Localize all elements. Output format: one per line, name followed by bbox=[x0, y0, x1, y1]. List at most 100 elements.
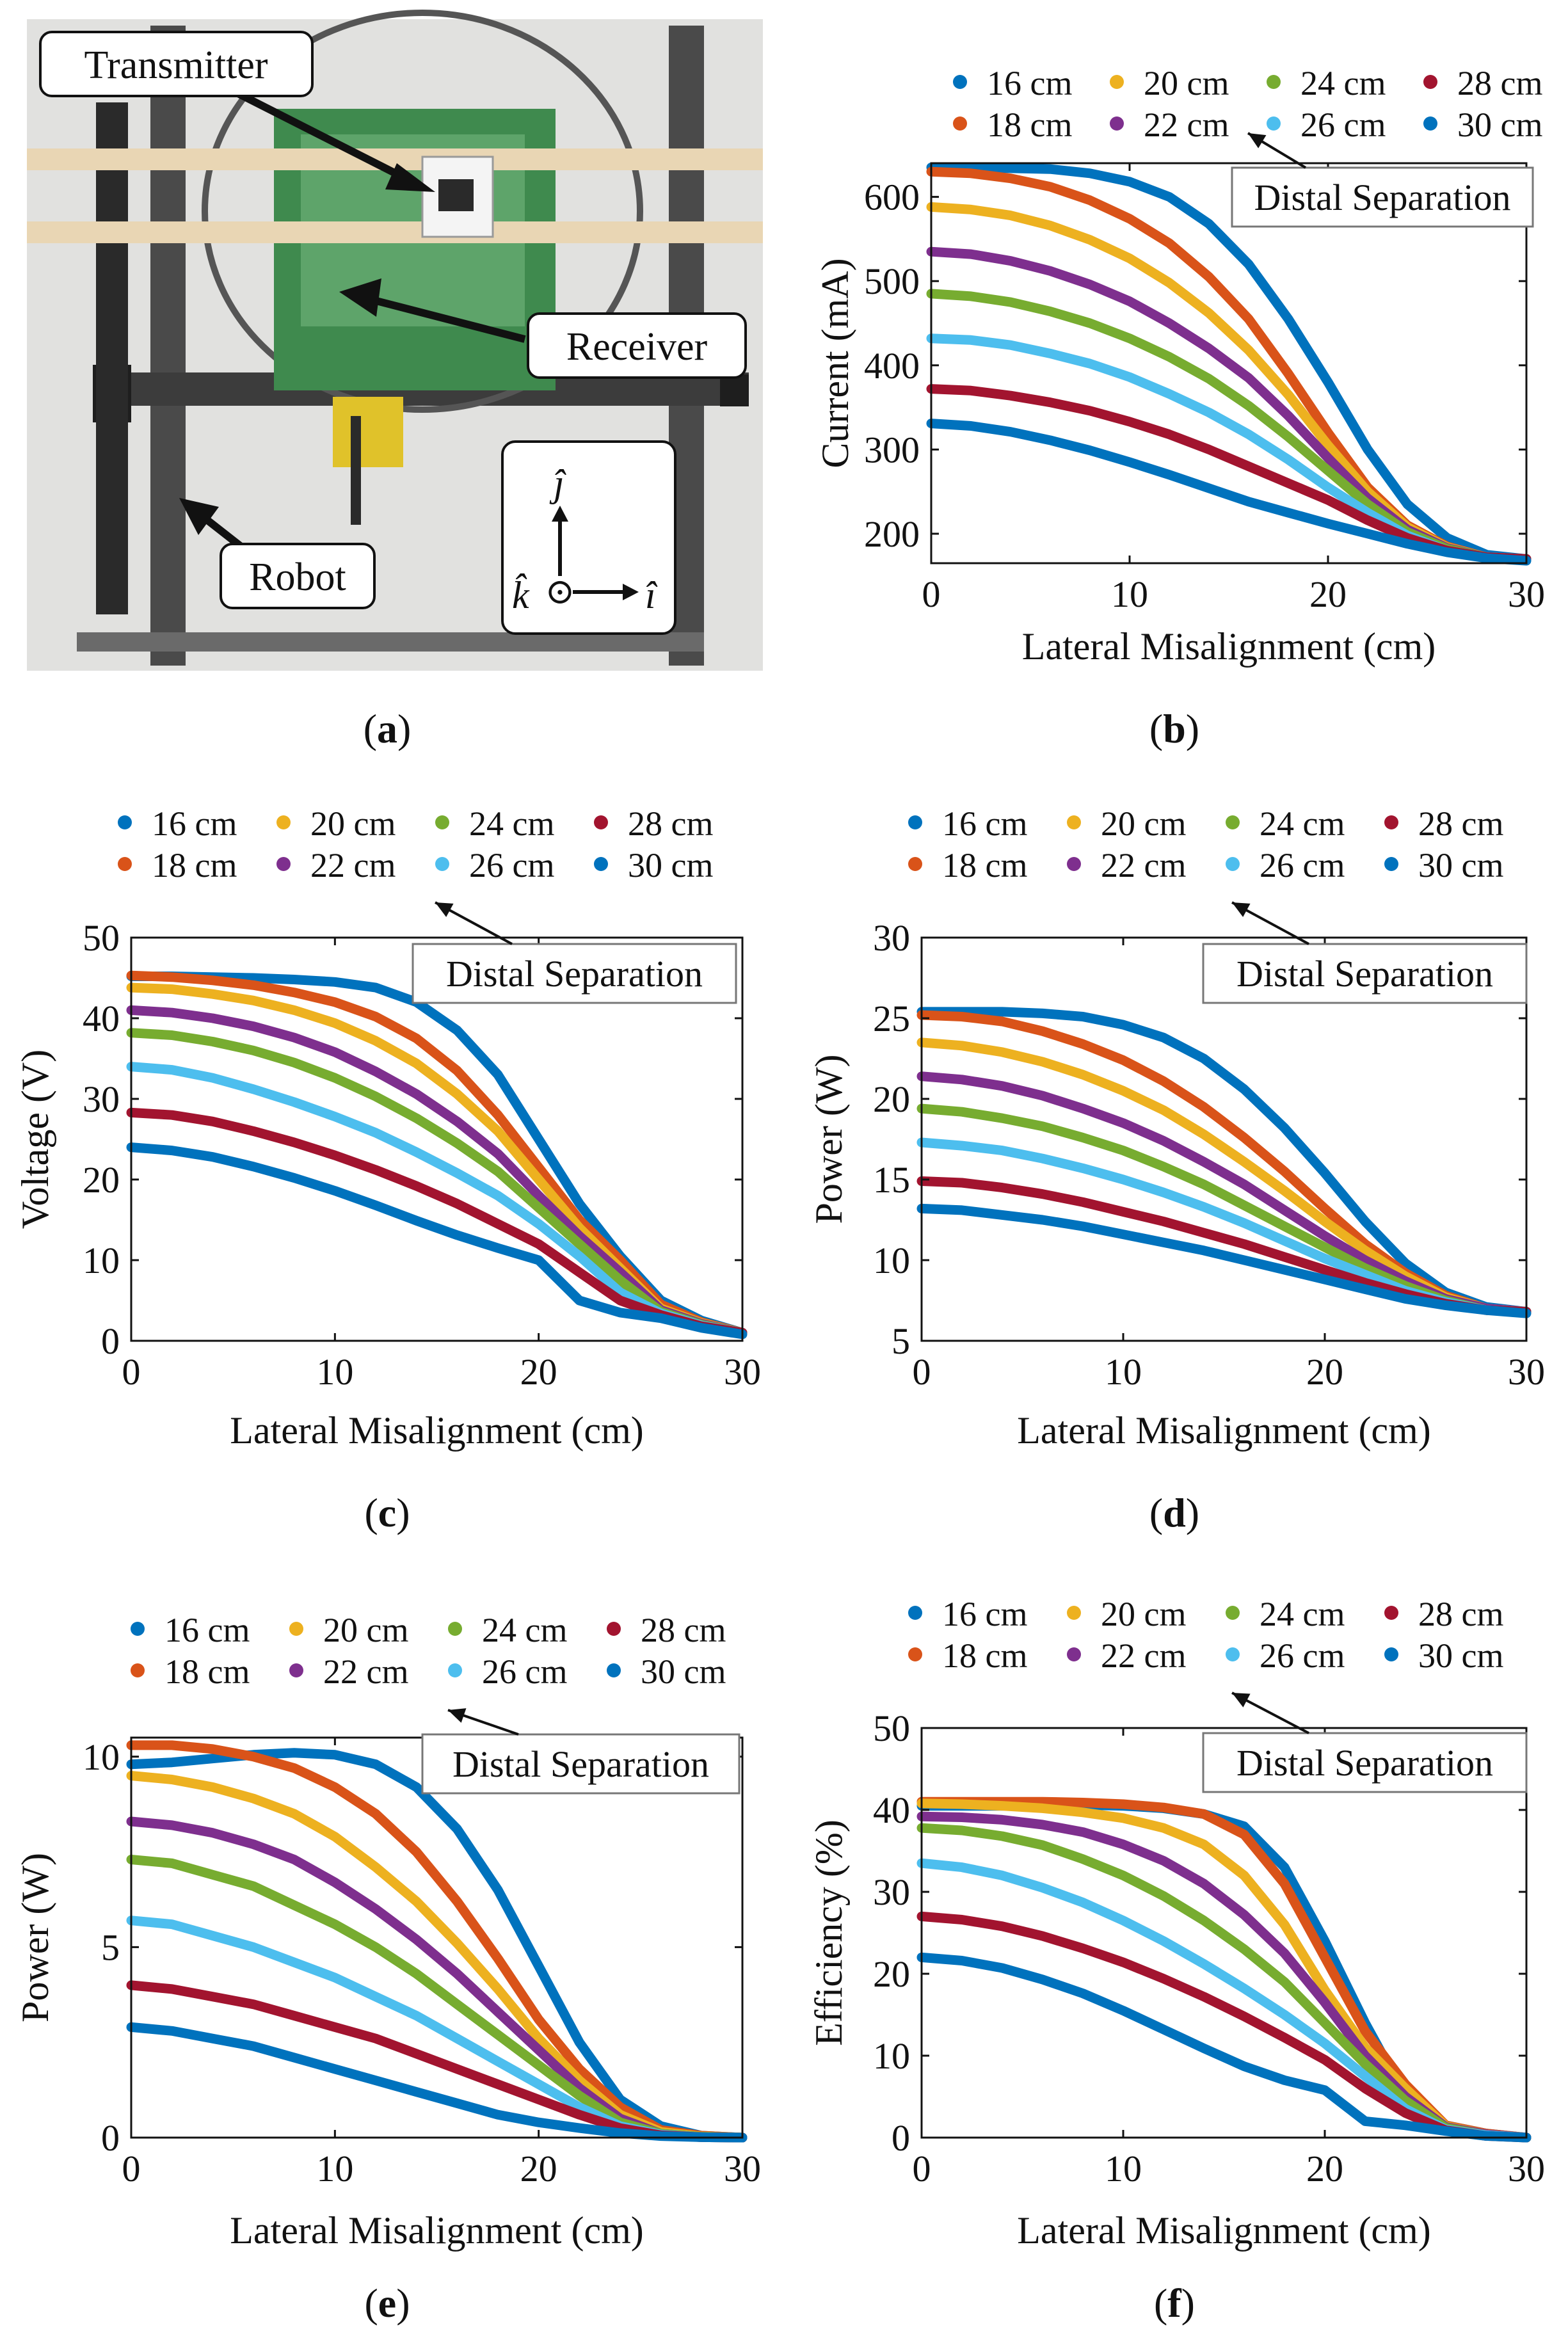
legend-marker bbox=[276, 815, 291, 829]
series-line-28-cm bbox=[126, 1107, 748, 1338]
x-tick-label: 0 bbox=[913, 1351, 931, 1393]
legend-entry: 16 cm bbox=[942, 804, 1027, 843]
legend-entry: 28 cm bbox=[1457, 64, 1542, 102]
legend-marker bbox=[1110, 116, 1124, 131]
y-tick-label: 600 bbox=[864, 177, 920, 218]
y-tick-label: 40 bbox=[83, 998, 120, 1039]
x-tick-label: 10 bbox=[316, 1351, 353, 1393]
legend-marker bbox=[1384, 815, 1398, 829]
tool-arm bbox=[351, 416, 361, 525]
y-tick-label: 50 bbox=[83, 917, 120, 959]
annotation-box bbox=[1202, 943, 1528, 1004]
legend-marker bbox=[1226, 815, 1240, 829]
legend-marker bbox=[118, 857, 132, 871]
y-tick-label: 5 bbox=[101, 1926, 120, 1968]
y-tick-label: 10 bbox=[83, 1240, 120, 1281]
y-tick-label: 30 bbox=[83, 1078, 120, 1120]
panel-label-e: (e) bbox=[364, 2280, 410, 2326]
legend-marker bbox=[594, 857, 608, 871]
legend-entry: 18 cm bbox=[987, 106, 1072, 144]
y-tick-label: 0 bbox=[892, 2117, 910, 2159]
k-out-of-page-symbol: ⊙ bbox=[545, 572, 575, 612]
series-line-30-cm bbox=[126, 2022, 748, 2143]
y-tick-label: 500 bbox=[864, 260, 920, 302]
legend-marker bbox=[908, 1647, 922, 1661]
legend-entry: 16 cm bbox=[942, 1595, 1027, 1633]
transmitter-coil bbox=[202, 10, 643, 413]
x-tick-label: 10 bbox=[1105, 2148, 1142, 2189]
legend-entry: 24 cm bbox=[469, 804, 554, 843]
annotation-box bbox=[1202, 1732, 1528, 1793]
legend-marker bbox=[1226, 1606, 1240, 1620]
y-tick-label: 20 bbox=[873, 1953, 910, 1995]
legend-entry: 30 cm bbox=[628, 846, 713, 884]
legend-entry: 28 cm bbox=[641, 1611, 726, 1649]
y-tick-label: 0 bbox=[101, 1320, 120, 1362]
series-line-30-cm bbox=[916, 1203, 1532, 1318]
x-tick-label: 10 bbox=[316, 2148, 353, 2189]
y-tick-label: 30 bbox=[873, 917, 910, 959]
legend-marker bbox=[908, 857, 922, 871]
legend-marker bbox=[1423, 75, 1437, 89]
y-tick-label: 200 bbox=[864, 513, 920, 555]
legend-marker bbox=[448, 1663, 462, 1677]
annotation-box bbox=[1231, 166, 1534, 228]
chart-voltage: 0 10 20 30 0 10 20 30 40 50 Lateral Misalignment (… bbox=[14, 804, 761, 1452]
photo-panel: Transmitter Receiver Robot ⊙ ĵ î k̂ bbox=[27, 10, 763, 671]
x-tick-label: 10 bbox=[1105, 1351, 1142, 1393]
legend-entry: 20 cm bbox=[310, 804, 396, 843]
x-axis-label: Lateral Misalignment (cm) bbox=[1022, 625, 1436, 668]
legend-entry: 28 cm bbox=[628, 804, 713, 843]
annotation-box bbox=[421, 1733, 740, 1795]
y-tick-label: 0 bbox=[101, 2117, 120, 2159]
legend-marker bbox=[1226, 1647, 1240, 1661]
series-line-18-cm bbox=[916, 1010, 1532, 1317]
legend-marker bbox=[118, 815, 132, 829]
legend-marker bbox=[607, 1622, 621, 1636]
panel-labels: (a) (b) (c) (d) (e) (f) bbox=[364, 706, 1199, 2326]
plot-area-frame bbox=[130, 936, 744, 1342]
annotation-text: Distal Separation bbox=[452, 1743, 709, 1785]
y-tick-label: 10 bbox=[873, 2035, 910, 2077]
legend-entry: 22 cm bbox=[1101, 1636, 1186, 1675]
annotation-box bbox=[412, 943, 737, 1004]
y-tick-label: 20 bbox=[83, 1159, 120, 1201]
plot-area-frame bbox=[920, 936, 1528, 1342]
legend-entry: 30 cm bbox=[1418, 846, 1503, 884]
plot-area-frame bbox=[930, 162, 1528, 564]
transmitter-label: Transmitter bbox=[39, 31, 314, 97]
x-axis-label: Lateral Misalignment (cm) bbox=[1017, 1409, 1430, 1452]
annotation-arrowhead bbox=[1232, 902, 1251, 917]
legend-marker bbox=[908, 1606, 922, 1620]
y-tick-label: 10 bbox=[873, 1240, 910, 1281]
chart-current: 0 10 20 30 200 300 400 500 600 Lateral Misalignme… bbox=[814, 64, 1545, 668]
panel-label-a: (a) bbox=[364, 706, 412, 751]
legend-entry: 22 cm bbox=[310, 846, 396, 884]
receiver-label-text: Receiver bbox=[566, 325, 708, 369]
legend-entry: 24 cm bbox=[1260, 804, 1345, 843]
yellow-holder bbox=[333, 397, 403, 467]
coordinate-axes-inset: ⊙ ĵ î k̂ bbox=[501, 440, 676, 635]
series-line-28-cm bbox=[916, 1911, 1532, 2143]
robot-motor-right bbox=[720, 374, 749, 406]
series-line-30-cm bbox=[126, 1142, 748, 1340]
legend-entry: 18 cm bbox=[942, 846, 1027, 884]
legend-entry: 24 cm bbox=[482, 1611, 567, 1649]
y-tick-label: 20 bbox=[873, 1078, 910, 1120]
annotation-text: Distal Separation bbox=[446, 953, 703, 995]
y-axis-label: Efficiency (%) bbox=[808, 1820, 850, 2046]
annotation-text: Distal Separation bbox=[1236, 1742, 1493, 1784]
legend-entry: 18 cm bbox=[942, 1636, 1027, 1675]
x-tick-label: 20 bbox=[1309, 573, 1347, 615]
y-axis-label: Power (W) bbox=[808, 1055, 850, 1224]
annotation-arrowhead bbox=[448, 1708, 467, 1723]
series-line-16-cm bbox=[126, 1748, 748, 2143]
legend-entry: 26 cm bbox=[469, 846, 554, 884]
legend-entry: 22 cm bbox=[1101, 846, 1186, 884]
legend-entry: 24 cm bbox=[1300, 64, 1386, 102]
legend-marker bbox=[289, 1663, 303, 1677]
x-axis-label: Lateral Misalignment (cm) bbox=[230, 2209, 643, 2252]
y-tick-label: 400 bbox=[864, 345, 920, 387]
legend-entry: 20 cm bbox=[323, 1611, 408, 1649]
legend-entry: 26 cm bbox=[1300, 106, 1386, 144]
